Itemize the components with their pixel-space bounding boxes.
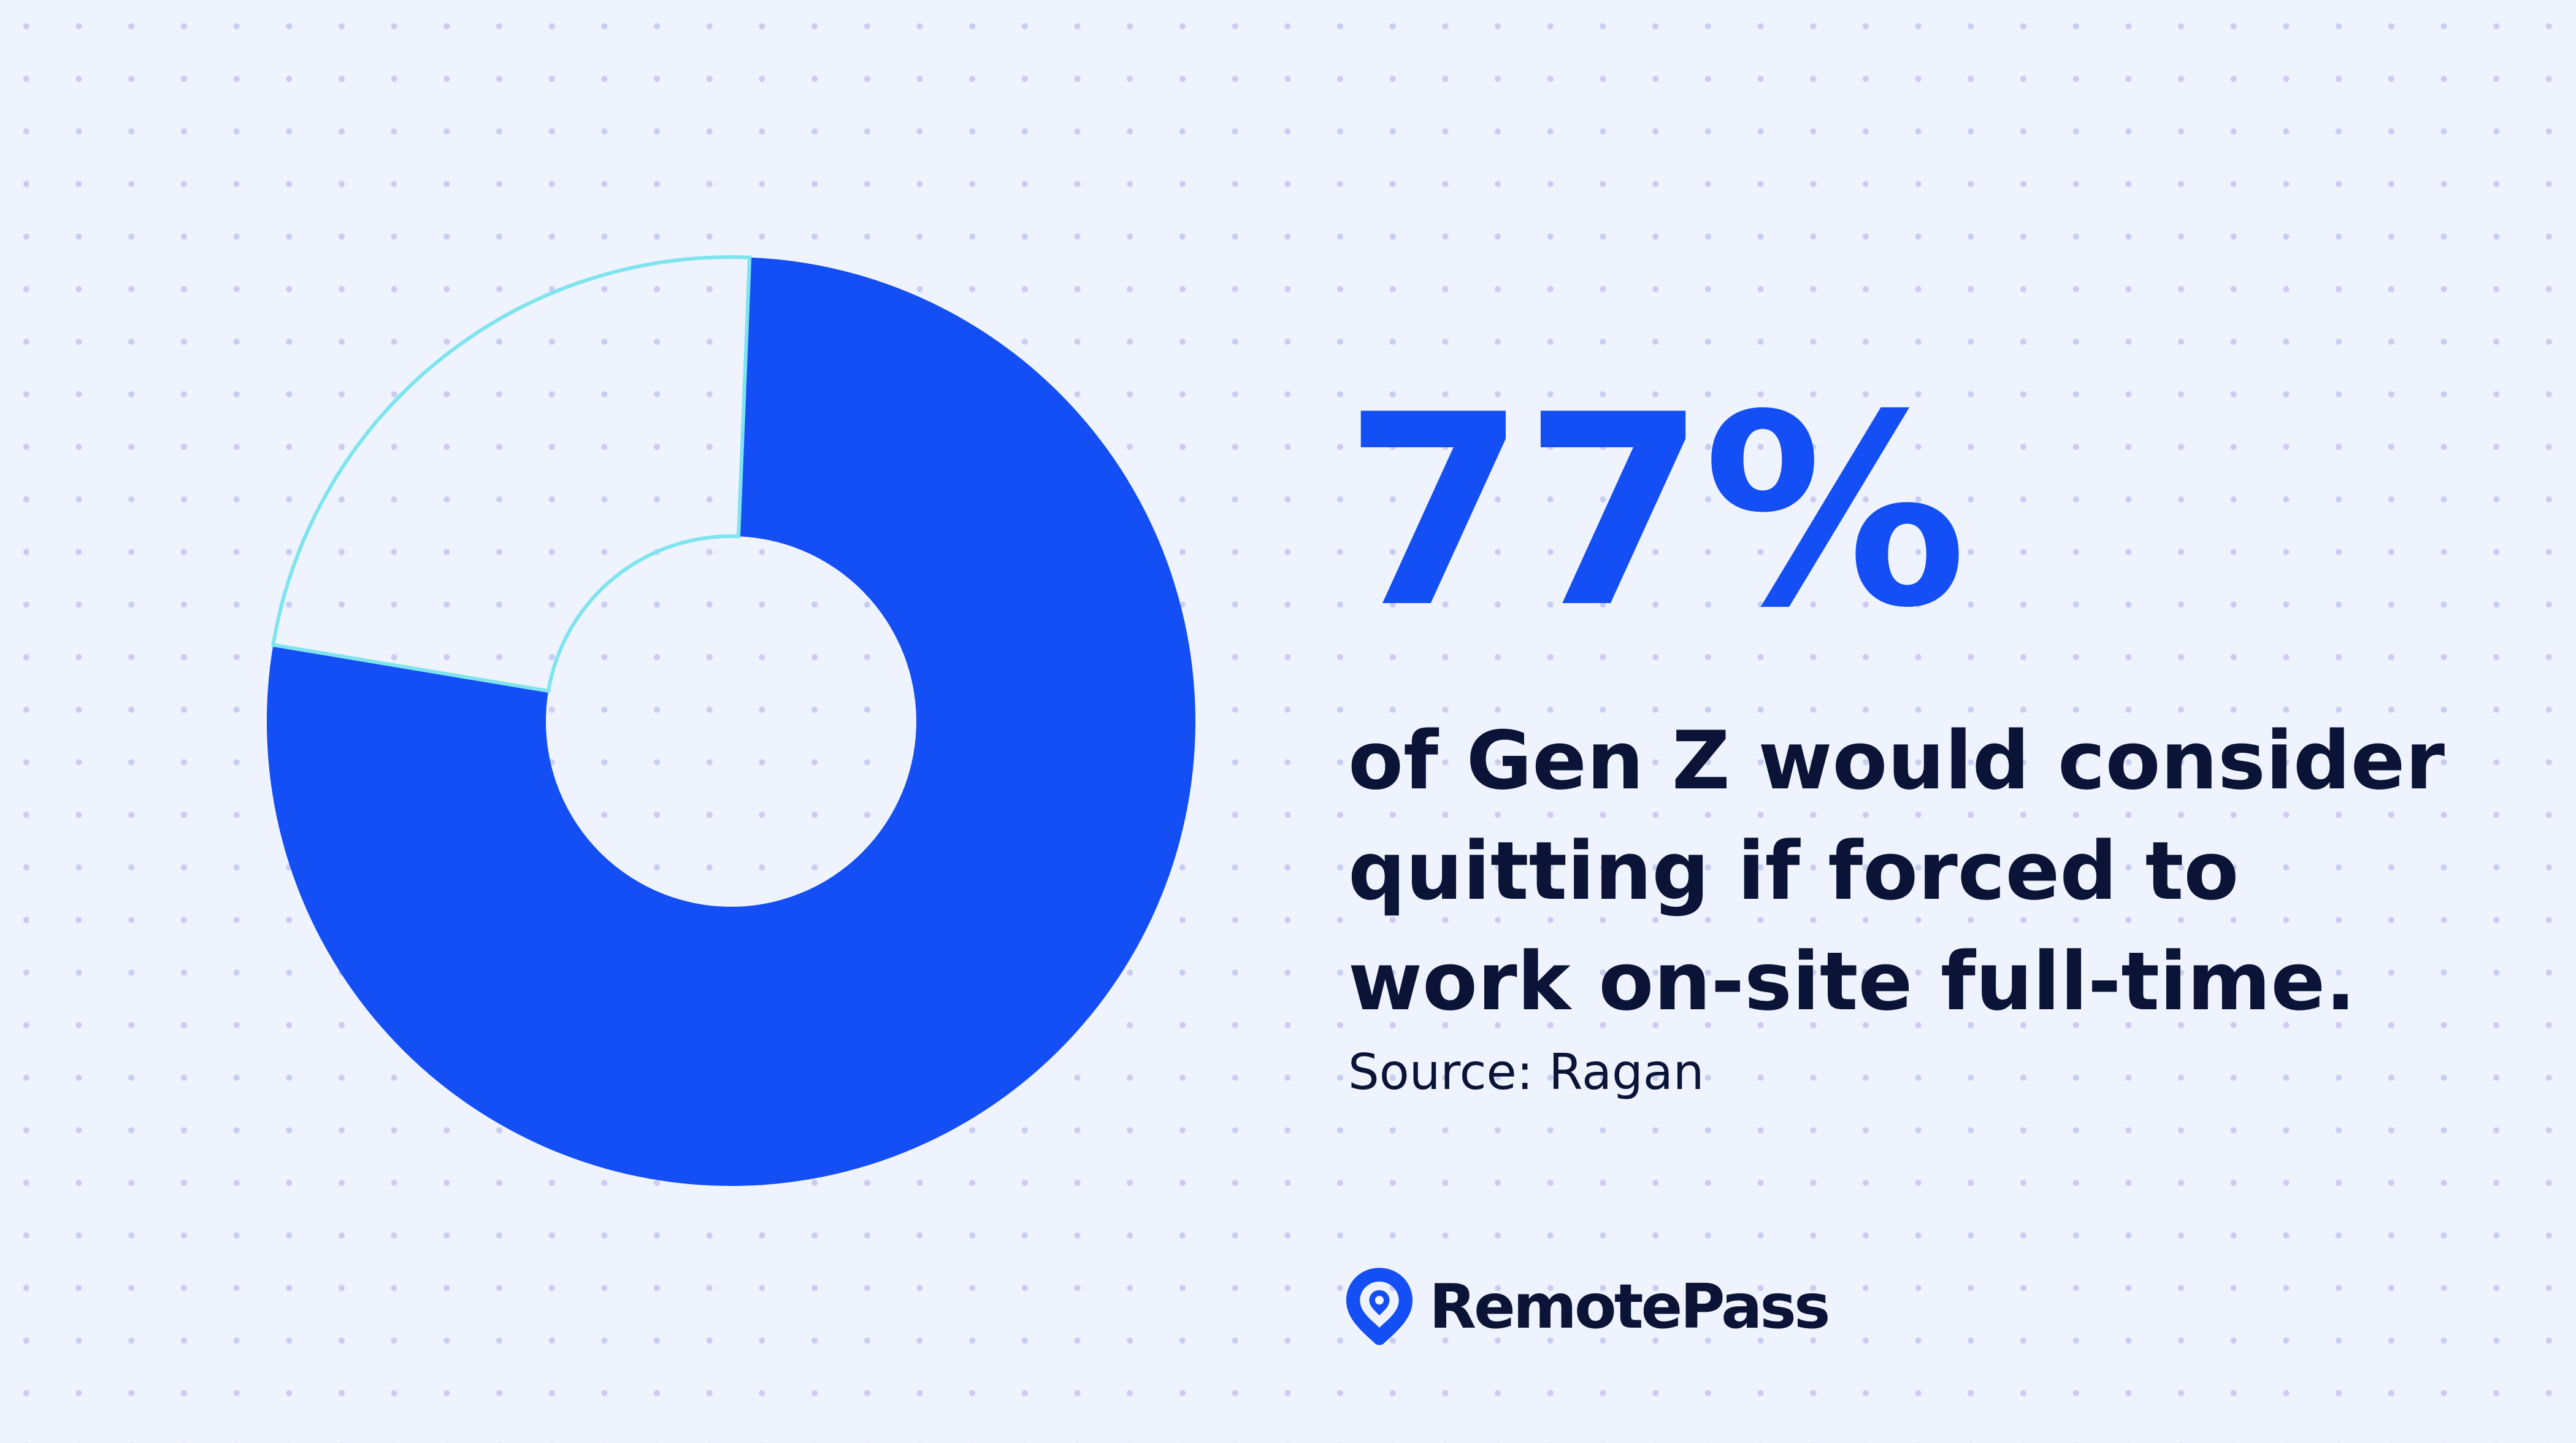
statement-text: of Gen Z would consider quitting if forc… [1348,714,2445,1028]
donut-slices [267,255,1196,1187]
location-pin-icon [1346,1268,1413,1345]
headline-percentage: 77% [1343,359,1967,666]
donut-slice-77 [267,257,1196,1187]
pin-outer-shape [1346,1268,1413,1345]
source-citation: Source: Ragan [1348,1044,1704,1101]
donut-chart [267,255,1196,1187]
pin-inner-shape [1369,1290,1390,1315]
brand-logo: RemotePass [1343,1264,1830,1350]
donut-slice-23 [270,255,752,693]
brand-name: RemotePass [1429,1271,1830,1342]
